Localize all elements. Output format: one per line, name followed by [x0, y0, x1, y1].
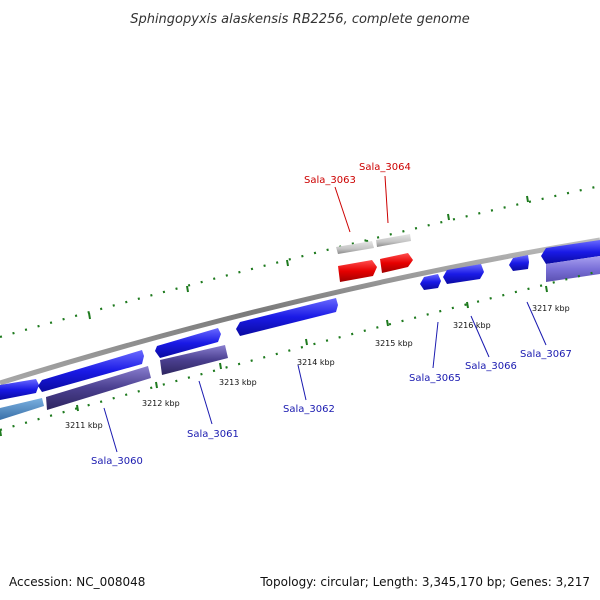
callout-line	[334, 186, 351, 233]
scale-label: 3211 kbp	[65, 421, 103, 430]
gene-feature-sala-3066[interactable]	[443, 264, 484, 284]
major-tick	[466, 301, 469, 309]
rev-feature[interactable]	[546, 256, 600, 282]
major-tick	[305, 338, 308, 346]
gene-label-sala-3061[interactable]: Sala_3061	[187, 429, 239, 440]
rev-feature[interactable]	[0, 398, 44, 420]
gene-feature-sala-3060[interactable]	[0, 350, 144, 400]
gene-feature-sala-3063[interactable]	[336, 241, 377, 282]
gene-label-sala-3066[interactable]: Sala_3066	[465, 361, 517, 372]
gene-label-sala-3064[interactable]: Sala_3064	[359, 162, 411, 173]
callout-line	[384, 175, 389, 224]
scale-label: 3217 kbp	[532, 304, 570, 313]
rev-feature[interactable]	[160, 345, 228, 375]
gene-feature-sala-3061[interactable]	[155, 328, 221, 358]
outer-tick-track	[0, 184, 600, 339]
rev-feature[interactable]	[46, 366, 151, 410]
major-tick	[186, 285, 189, 293]
scale-label: 3213 kbp	[219, 378, 257, 387]
major-tick	[526, 195, 529, 203]
genome-backbone	[0, 237, 600, 386]
gene-feature-sala-3065[interactable]	[420, 274, 441, 290]
gene-label-sala-3065[interactable]: Sala_3065	[409, 373, 461, 384]
gene-feature-sala-3067[interactable]	[509, 240, 600, 271]
major-tick	[219, 362, 222, 370]
scale-label: 3212 kbp	[142, 399, 180, 408]
gene-feature-sala-3064[interactable]	[376, 234, 413, 273]
major-tick	[76, 404, 79, 412]
gene-feature-sala-3062[interactable]	[236, 298, 338, 336]
callout-lines	[103, 301, 547, 453]
major-tick	[88, 312, 91, 320]
genome-summary-text: Topology: circular; Length: 3,345,170 bp…	[259, 575, 590, 589]
major-tick	[155, 381, 158, 389]
major-tick	[545, 285, 548, 293]
gene-label-sala-3062[interactable]: Sala_3062	[283, 404, 335, 415]
gene-label-sala-3067[interactable]: Sala_3067	[520, 349, 572, 360]
map-title: Sphingopyxis alaskensis RB2256, complete…	[130, 12, 470, 27]
scale-label: 3214 kbp	[297, 358, 335, 367]
major-tick	[0, 429, 2, 437]
scale-label: 3215 kbp	[375, 339, 413, 348]
inner-tick-track	[0, 269, 600, 437]
gene-label-sala-3063[interactable]: Sala_3063	[304, 175, 356, 186]
accession-text: Accession: NC_008048	[9, 575, 145, 589]
scale-label: 3216 kbp	[453, 321, 491, 330]
gene-label-sala-3060[interactable]: Sala_3060	[91, 456, 143, 467]
major-tick	[386, 319, 389, 327]
major-tick	[447, 213, 450, 221]
major-tick	[286, 259, 289, 267]
